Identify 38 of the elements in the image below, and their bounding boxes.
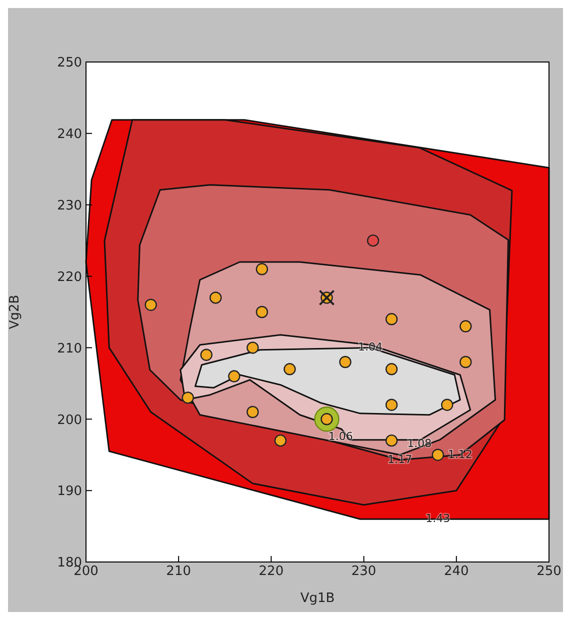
annotation: 1.43 bbox=[426, 512, 450, 526]
point bbox=[385, 313, 398, 326]
y-tick-label: 210 bbox=[57, 341, 82, 356]
point bbox=[385, 363, 398, 376]
point bbox=[385, 434, 398, 447]
x-tick-label: 220 bbox=[258, 564, 284, 580]
point bbox=[246, 342, 259, 354]
y-tick-label: 200 bbox=[57, 412, 82, 428]
point bbox=[144, 298, 157, 311]
point bbox=[366, 234, 380, 247]
x-axis-title: Vg1B bbox=[300, 591, 335, 606]
y-tick-label: 220 bbox=[57, 270, 82, 285]
x-tick-label: 210 bbox=[166, 564, 192, 580]
x-tick-label: 230 bbox=[351, 564, 376, 580]
x-tick-label: 200 bbox=[74, 564, 98, 580]
y-tick-label: 240 bbox=[57, 127, 82, 142]
point bbox=[460, 320, 472, 332]
point bbox=[339, 356, 352, 368]
annotation: 1.08 bbox=[407, 437, 432, 450]
y-tick-label: 190 bbox=[57, 484, 82, 500]
point bbox=[256, 306, 268, 318]
point bbox=[182, 392, 194, 404]
point bbox=[210, 292, 222, 304]
y-tick-label: 250 bbox=[57, 56, 82, 71]
point bbox=[228, 370, 240, 382]
point bbox=[284, 363, 296, 376]
point bbox=[385, 398, 398, 411]
x-tick-label: 250 bbox=[536, 564, 562, 580]
x-tick-label: 240 bbox=[444, 564, 469, 580]
point bbox=[460, 356, 472, 368]
point bbox=[441, 398, 454, 411]
y-axis-title: Vg2B bbox=[8, 294, 23, 330]
point bbox=[274, 434, 287, 447]
point bbox=[246, 406, 259, 418]
y-tick-label: 230 bbox=[57, 198, 82, 214]
point bbox=[200, 348, 212, 361]
point bbox=[432, 448, 444, 461]
point bbox=[256, 263, 268, 276]
